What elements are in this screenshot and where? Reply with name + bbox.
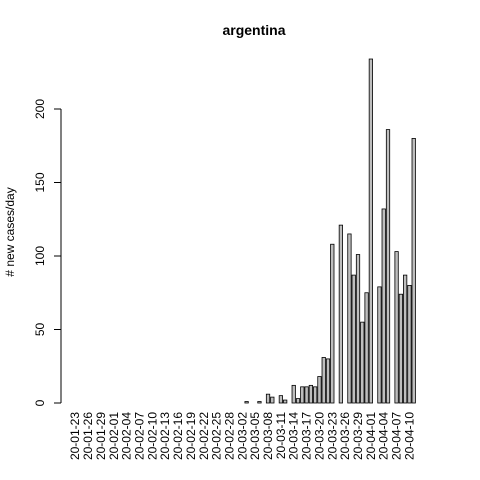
- bar: [313, 386, 318, 404]
- y-axis: 0 50 100 150 200: [33, 99, 62, 406]
- bar: [338, 224, 343, 404]
- bar: [381, 208, 386, 404]
- x-tick-label: 20-02-19: [184, 412, 198, 460]
- bar: [257, 401, 262, 404]
- bar: [265, 393, 271, 404]
- bar: [394, 251, 399, 404]
- y-tick-label: 150: [33, 172, 47, 192]
- chart-title: argentina: [222, 22, 285, 38]
- bar: [403, 274, 408, 404]
- bar: [321, 357, 326, 404]
- y-tick-label: 0: [33, 399, 47, 406]
- x-tick-label: 20-03-29: [351, 412, 365, 460]
- bar: [295, 398, 301, 404]
- x-tick-label: 20-01-26: [81, 412, 95, 460]
- bar: [244, 401, 249, 404]
- y-tick-label: 100: [33, 246, 47, 266]
- bar: [330, 243, 335, 404]
- bar: [308, 384, 313, 404]
- bar: [385, 129, 391, 404]
- x-tick-label: 20-03-20: [312, 412, 326, 460]
- bar: [377, 286, 382, 404]
- x-tick-label: 20-03-02: [235, 412, 249, 460]
- bar: [317, 376, 322, 404]
- bar: [325, 358, 331, 404]
- x-tick-label: 20-03-14: [287, 412, 301, 460]
- y-tick-label: 200: [33, 99, 47, 119]
- bar: [398, 293, 403, 404]
- x-tick-label: 20-03-08: [261, 412, 275, 460]
- bar: [411, 137, 416, 404]
- y-axis-label: # new cases/day: [3, 187, 17, 276]
- bar: [300, 386, 305, 404]
- x-tick-label: 20-02-10: [145, 412, 159, 460]
- x-tick-label: 20-04-10: [402, 412, 416, 460]
- bar: [270, 396, 275, 404]
- bar: [364, 292, 369, 404]
- x-tick-label: 20-02-04: [120, 412, 134, 460]
- bar: [351, 274, 356, 404]
- bar: [278, 395, 283, 404]
- x-tick-label: 20-03-11: [274, 412, 288, 459]
- bar: [360, 321, 365, 404]
- x-tick-label: 20-02-25: [210, 412, 224, 460]
- bar: [291, 384, 296, 404]
- bars: [244, 58, 416, 404]
- x-tick-label: 20-02-07: [132, 412, 146, 460]
- bar: [347, 233, 352, 404]
- bar: [368, 58, 373, 404]
- x-tick-label: 20-03-05: [248, 412, 262, 460]
- x-tick-label: 20-03-23: [325, 412, 339, 460]
- x-axis: 20-01-2320-01-2620-01-2920-02-0120-02-04…: [68, 412, 416, 460]
- x-tick-label: 20-01-29: [94, 412, 108, 460]
- y-tick-label: 50: [33, 323, 47, 337]
- bar: [407, 284, 412, 404]
- bar: [304, 386, 309, 404]
- bar: [283, 399, 288, 404]
- x-tick-label: 20-04-04: [377, 412, 391, 460]
- x-tick-label: 20-03-26: [338, 412, 352, 460]
- x-tick-label: 20-04-07: [390, 412, 404, 460]
- x-tick-label: 20-01-23: [68, 412, 82, 460]
- x-tick-label: 20-02-13: [158, 412, 172, 460]
- x-tick-label: 20-02-28: [222, 412, 236, 460]
- x-tick-label: 20-03-17: [300, 412, 314, 460]
- x-tick-label: 20-02-16: [171, 412, 185, 460]
- x-tick-label: 20-02-01: [107, 412, 121, 460]
- x-tick-label: 20-02-22: [197, 412, 211, 460]
- x-tick-label: 20-04-01: [364, 412, 378, 460]
- bar: [355, 254, 361, 404]
